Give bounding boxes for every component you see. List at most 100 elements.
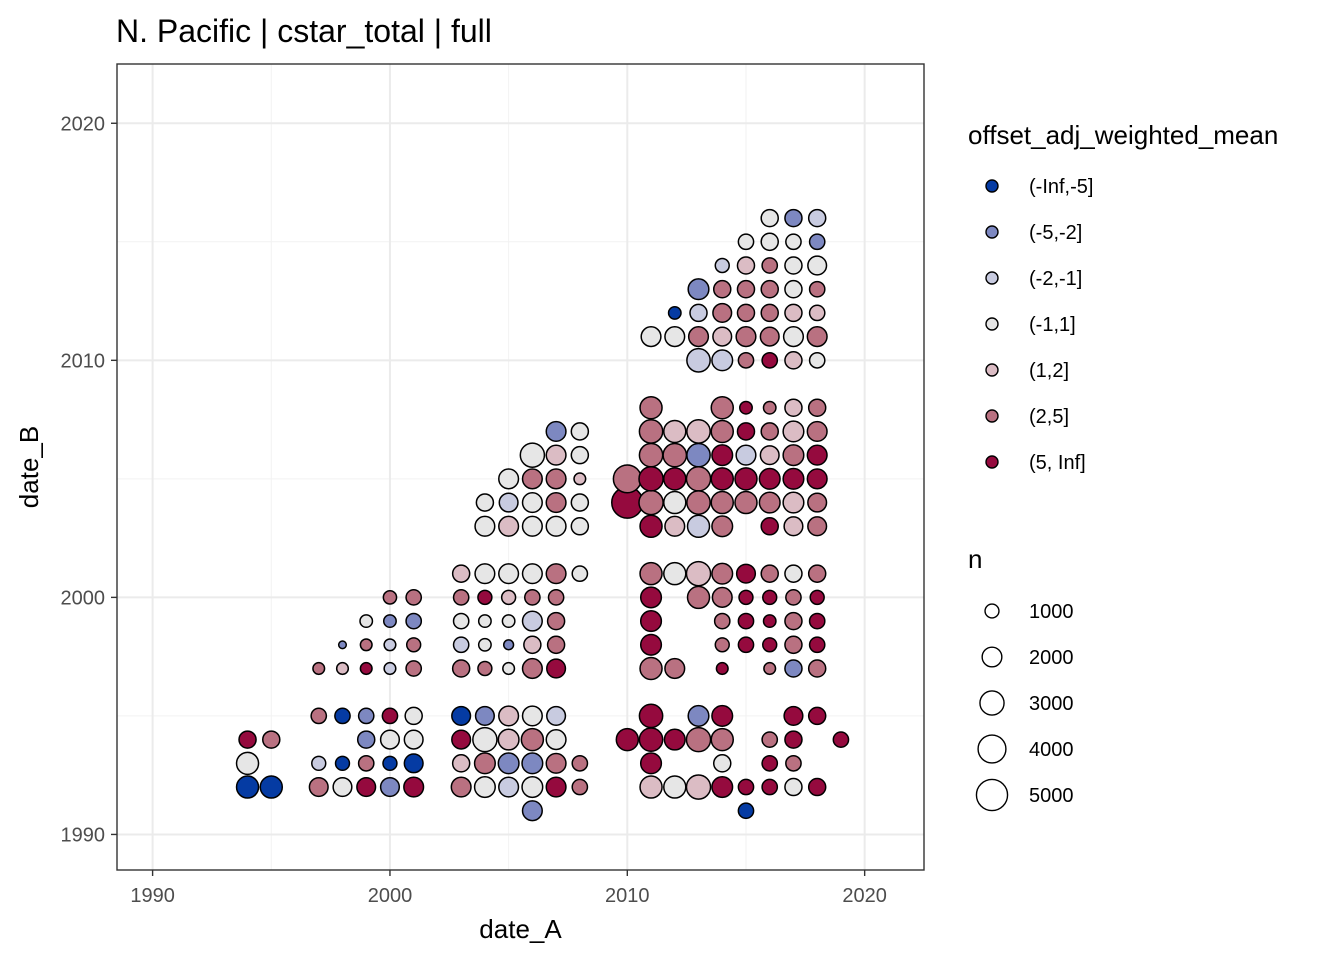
data-point [736,422,756,441]
data-point [357,754,375,772]
data-point [686,490,711,515]
data-point [782,444,805,467]
data-point [686,347,711,373]
x-axis: 1990 2000 2010 2020 [130,870,887,907]
data-point [498,515,520,537]
data-point [382,755,398,772]
data-point [663,467,687,491]
data-point [713,612,731,630]
data-point [546,658,567,679]
legend-color-key [985,225,999,239]
data-point [664,657,686,680]
data-point [784,303,803,323]
data-point [784,279,803,299]
data-point [763,661,777,676]
data-point [785,754,802,772]
data-point [520,727,545,752]
data-point [712,326,733,347]
data-point [784,635,803,655]
x-tick-label: 1990 [130,885,175,907]
data-point [451,564,471,583]
data-point [545,752,567,774]
data-point [758,491,781,514]
data-point [383,638,397,652]
legend-size-label: 1000 [1029,601,1074,623]
data-point [262,730,281,749]
chart-title: N. Pacific | cstar_total | full [116,13,492,49]
data-point [312,661,326,676]
data-point [785,589,802,606]
data-point [570,516,590,536]
data-point [332,776,353,798]
data-point [762,614,777,629]
data-point [521,610,543,632]
data-point [807,777,827,797]
data-point [761,778,779,796]
legend-color-label: (-1,1] [1029,314,1076,336]
data-point [711,444,734,467]
data-point [760,232,779,252]
data-point [762,589,778,606]
data-point [807,255,828,276]
data-point [663,419,687,444]
data-point [759,445,780,466]
plot-border [116,63,925,871]
data-point [758,467,781,490]
data-point [452,612,470,630]
data-point [474,515,496,537]
data-point [334,707,351,725]
data-point [545,420,567,443]
legend-color-key [985,363,999,377]
data-point [501,614,516,629]
legend-color-key [985,409,999,423]
data-point [638,703,664,729]
data-point [521,752,544,775]
data-point [474,563,496,585]
data-point [521,468,543,490]
data-point [710,395,734,420]
data-point [687,326,710,348]
data-point [735,563,757,584]
data-point [808,233,826,251]
data-point [761,731,779,748]
data-point [405,612,423,630]
data-point [545,515,567,537]
data-point [760,208,779,228]
data-point [500,589,517,606]
data-point [502,661,516,676]
data-point [639,561,663,586]
data-point [714,637,730,653]
legend-size-key [984,603,1000,619]
data-point [359,614,374,629]
legend-color-key [985,317,999,331]
data-point [638,727,664,753]
data-point [546,635,566,655]
data-point [664,326,686,348]
data-point [808,612,826,630]
data-point [663,490,687,515]
data-point [711,515,734,538]
y-axis: 1990 2000 2010 2020 [61,113,117,846]
data-point [235,775,260,799]
data-point [663,561,687,586]
data-point [383,661,397,676]
data-point [259,775,284,799]
size-legend-title: n [968,544,982,574]
data-point [450,776,472,798]
data-point [784,398,803,418]
data-point [545,563,567,585]
data-point [405,660,423,677]
data-point [521,775,544,799]
data-point [685,726,712,753]
data-point [477,637,492,652]
data-point [451,729,472,750]
legend-color-label: (5, Inf] [1029,452,1086,474]
data-point [497,728,520,751]
data-point [762,637,778,653]
data-point [498,705,520,727]
data-point [545,444,567,466]
data-point [547,589,565,606]
data-point [498,492,519,513]
data-point [687,278,710,301]
data-point [737,612,755,630]
